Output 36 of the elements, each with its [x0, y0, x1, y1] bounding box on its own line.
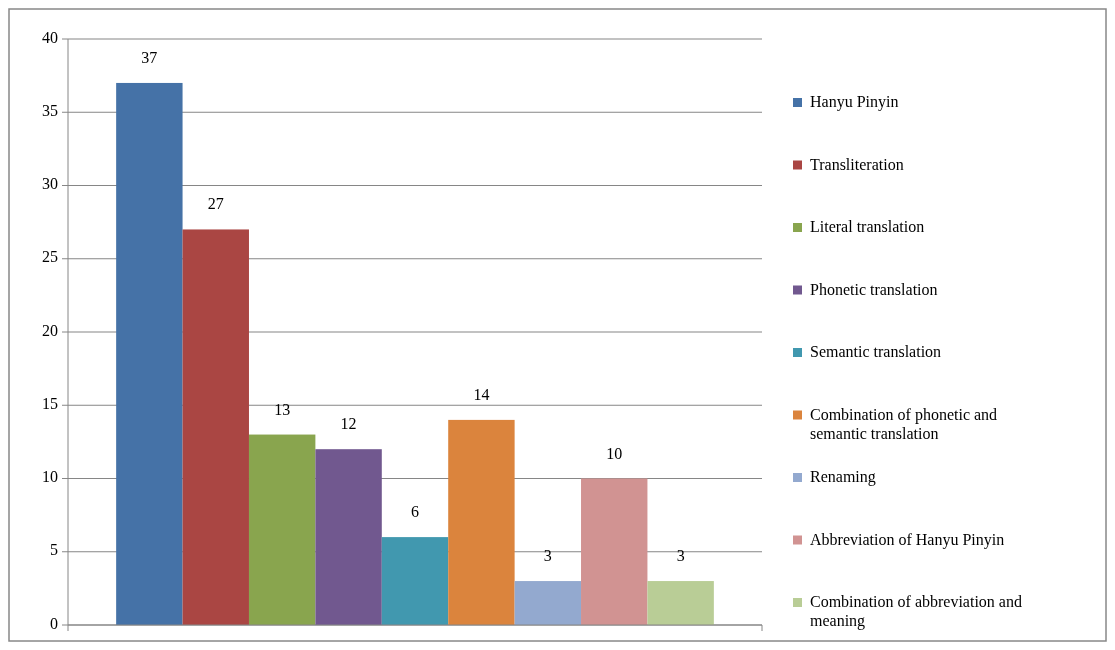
legend-label: Abbreviation of Hanyu Pinyin	[810, 530, 1005, 549]
y-tick-label: 25	[42, 248, 58, 266]
legend-label: Hanyu Pinyin	[810, 92, 899, 111]
data-label: 6	[411, 503, 419, 521]
y-tick-label: 5	[50, 541, 58, 559]
data-label: 37	[141, 48, 158, 66]
legend-label: Phonetic translation	[810, 280, 938, 298]
bar	[315, 449, 382, 625]
legend-label: Literal translation	[810, 217, 925, 235]
bar	[248, 434, 316, 625]
legend-label: Combination of abbreviation and meaning	[810, 592, 1022, 630]
y-tick-label: 30	[42, 175, 58, 193]
legend-label: Combination of phonetic and semantic translation	[810, 405, 998, 442]
y-tick-label: 10	[42, 468, 58, 486]
legend-label: Transliteration	[810, 155, 904, 173]
y-tick-label: 0	[50, 614, 58, 632]
bar	[581, 478, 648, 625]
y-tick-label: 15	[42, 394, 58, 412]
legend-label: Semantic translation	[810, 342, 942, 360]
data-label: 27	[207, 195, 224, 213]
y-tick-label: 35	[42, 101, 58, 119]
data-label: 14	[473, 385, 490, 403]
data-label: 12	[340, 415, 357, 433]
legend-label: Renaming	[810, 467, 876, 486]
data-label: 10	[606, 444, 623, 462]
bar	[116, 82, 183, 625]
data-label: 3	[543, 547, 552, 565]
bar	[381, 537, 449, 625]
y-tick-label: 20	[42, 321, 58, 339]
bar	[448, 419, 515, 625]
y-tick-label: 40	[42, 28, 58, 46]
bar	[647, 581, 714, 625]
data-label: 13	[274, 400, 291, 418]
bar	[514, 581, 582, 625]
bar	[182, 229, 249, 625]
data-label: 3	[676, 547, 685, 565]
